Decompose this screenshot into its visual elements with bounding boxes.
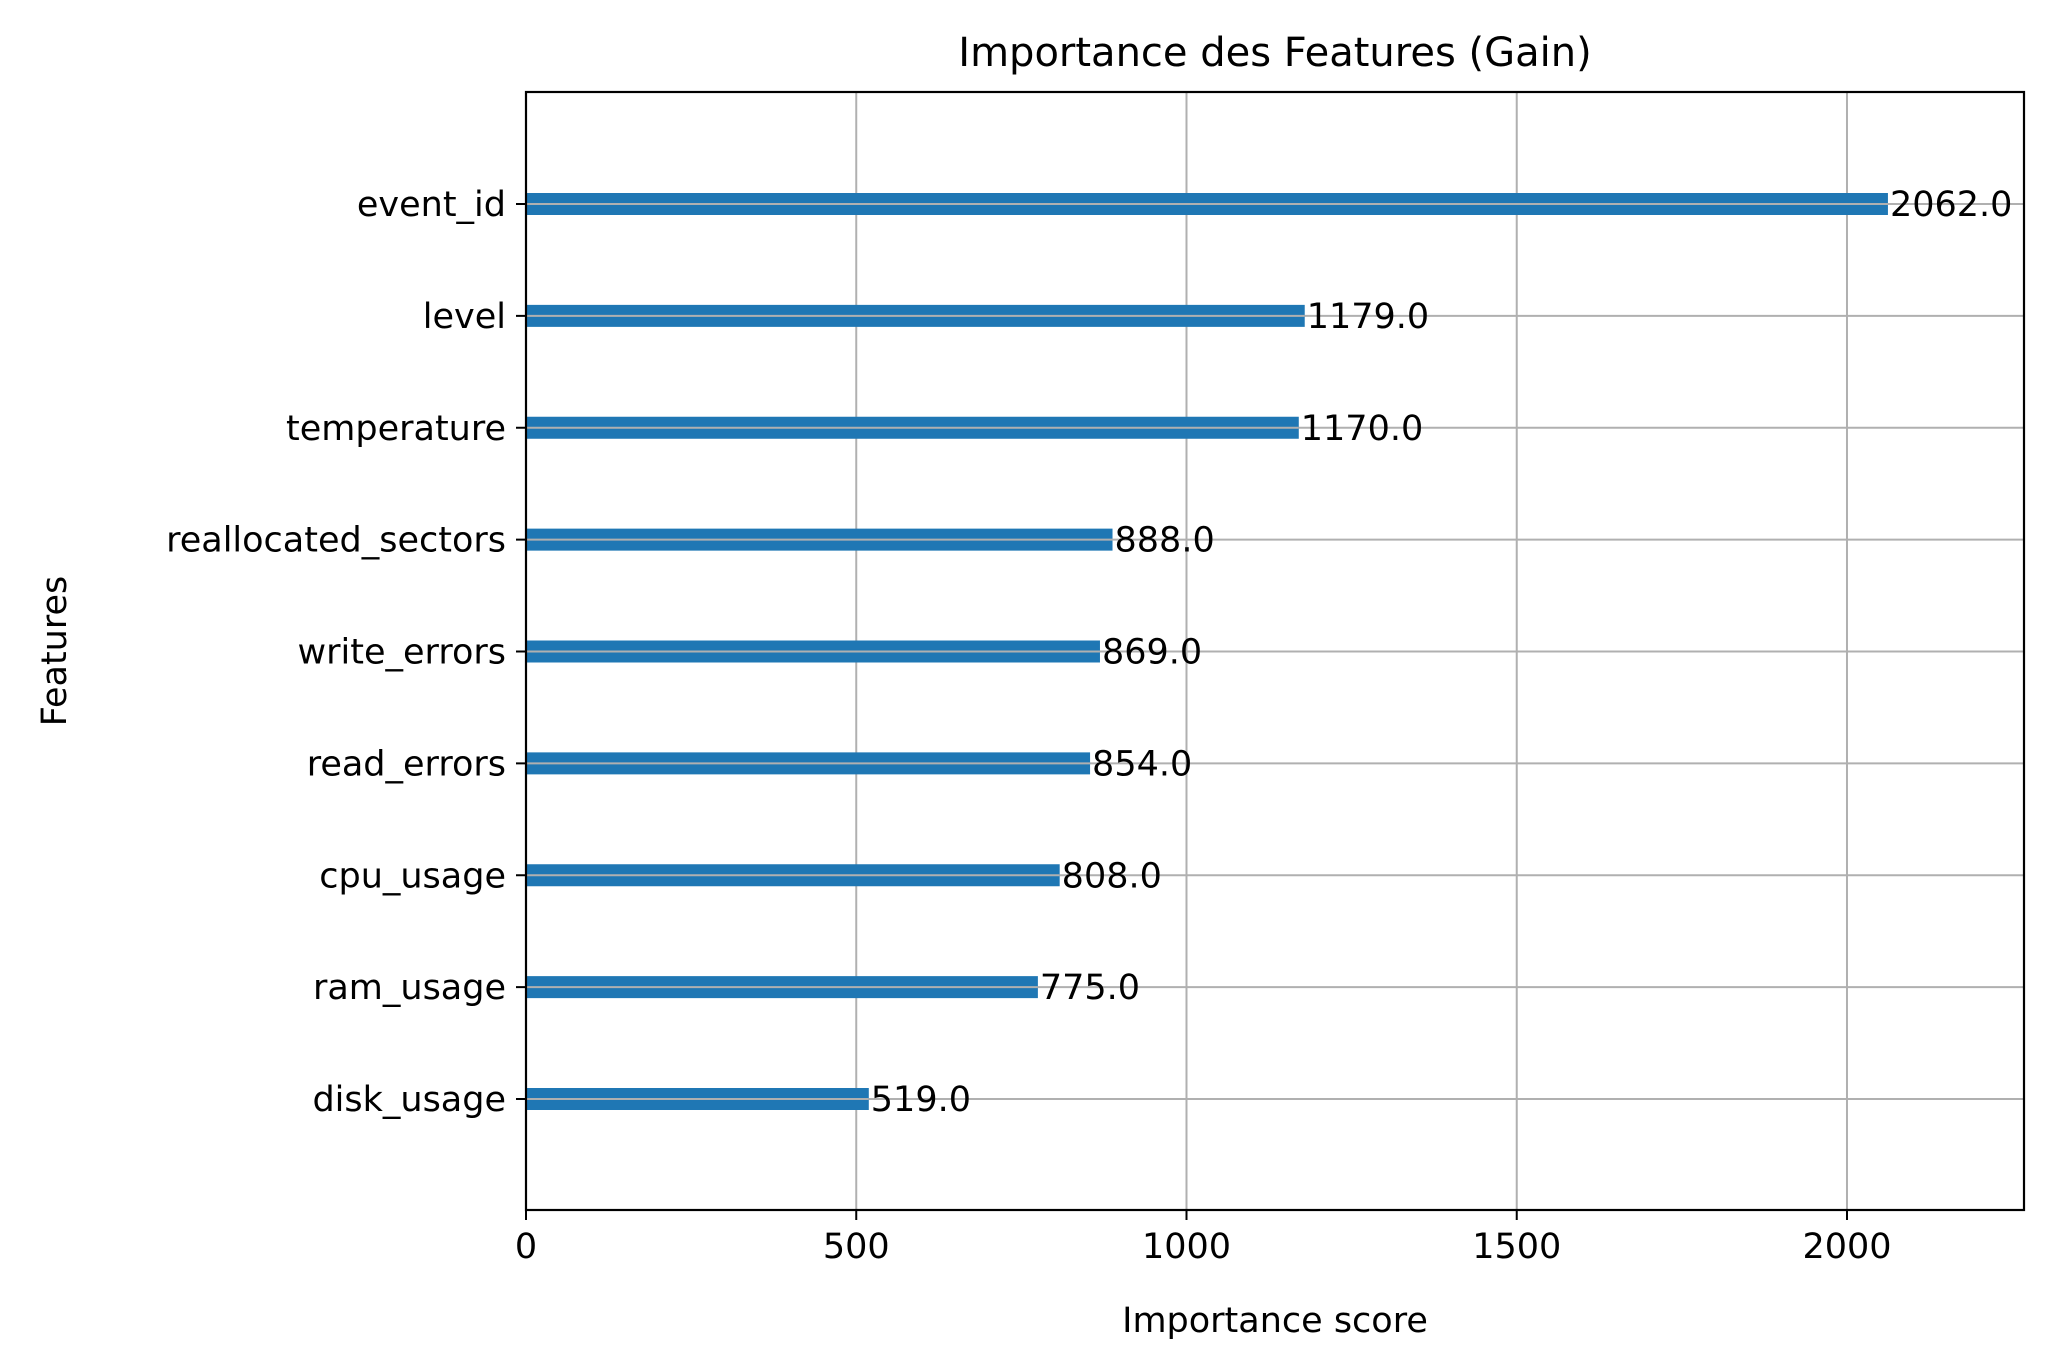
- data-label-event_id: 2062.0: [1890, 185, 2012, 225]
- data-labels: 2062.0 1179.0 1170.0 888.0 869.0 854.0 808.0 77…: [871, 185, 2013, 1120]
- x-tick-label: 0: [515, 1227, 537, 1267]
- y-tick-label: reallocated_sectors: [166, 521, 506, 561]
- data-label-read_errors: 854.0: [1092, 744, 1192, 784]
- data-label-ram_usage: 775.0: [1040, 968, 1140, 1008]
- x-tick-label: 1500: [1472, 1227, 1561, 1267]
- bars: [526, 193, 1888, 1110]
- y-tick-label: cpu_usage: [319, 856, 506, 896]
- y-tick-label: write_errors: [298, 633, 506, 673]
- x-axis-label: Importance score: [1122, 1301, 1428, 1341]
- x-axis-ticks: 0 500 1000 1500 2000: [515, 1210, 1892, 1267]
- y-tick-label: temperature: [286, 409, 506, 449]
- chart-title: Importance des Features (Gain): [958, 30, 1591, 76]
- data-label-cpu_usage: 808.0: [1062, 856, 1162, 896]
- data-label-temperature: 1170.0: [1301, 409, 1423, 449]
- y-tick-label: event_id: [357, 185, 506, 225]
- data-label-disk_usage: 519.0: [871, 1080, 971, 1120]
- y-axis-label: Features: [35, 576, 75, 727]
- y-tick-label: ram_usage: [313, 968, 506, 1008]
- y-tick-label: disk_usage: [312, 1080, 506, 1120]
- y-tick-label: level: [423, 297, 506, 337]
- data-label-write_errors: 869.0: [1102, 633, 1202, 673]
- data-label-reallocated_sectors: 888.0: [1115, 521, 1215, 561]
- data-label-level: 1179.0: [1307, 297, 1429, 337]
- y-tick-label: read_errors: [307, 744, 506, 784]
- x-tick-label: 1000: [1142, 1227, 1231, 1267]
- x-tick-label: 2000: [1802, 1227, 1891, 1267]
- x-tick-label: 500: [823, 1227, 890, 1267]
